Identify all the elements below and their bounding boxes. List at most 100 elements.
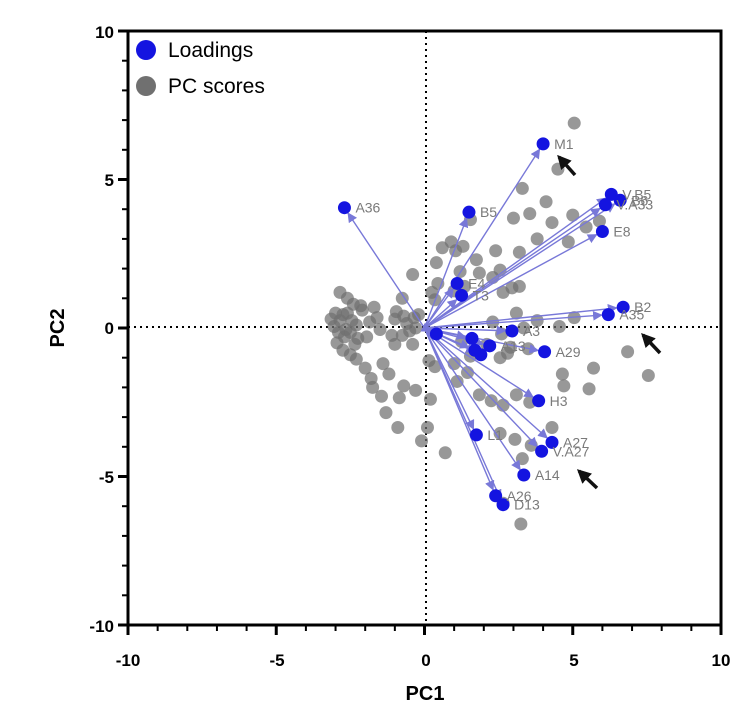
loading-label: V.A33 xyxy=(616,197,653,213)
callout-arrows xyxy=(557,154,662,490)
pc-score-point xyxy=(567,116,581,130)
pc-score-point xyxy=(363,315,377,329)
y-tick-label: 10 xyxy=(95,23,114,42)
pc-score-point xyxy=(514,517,528,531)
loading-point xyxy=(474,348,488,362)
pc-score-point xyxy=(515,181,529,195)
pc-score-point xyxy=(579,220,593,234)
pc-score-point xyxy=(621,345,635,359)
loading-point xyxy=(595,224,609,238)
pc-score-point xyxy=(382,367,396,381)
pc-score-point xyxy=(324,312,338,326)
loading-point xyxy=(538,345,552,359)
pc-score-point xyxy=(392,391,406,405)
callout-arrow xyxy=(557,154,577,177)
pc-score-point xyxy=(545,216,559,230)
loading-label: A13 xyxy=(501,338,526,354)
loading-point xyxy=(517,468,531,482)
loading-point xyxy=(429,327,443,341)
pc-score-point xyxy=(349,352,363,366)
loading-label: L1 xyxy=(487,427,503,443)
pc-score-point xyxy=(509,306,523,320)
pc-score-point xyxy=(395,291,409,305)
loading-label: V.B5 xyxy=(622,186,651,202)
pc-score-point xyxy=(423,392,437,406)
loading-point xyxy=(535,444,549,458)
loading-arrow xyxy=(424,310,603,329)
pc-score-point xyxy=(561,235,575,249)
loading-point xyxy=(505,324,519,338)
pc-score-point xyxy=(512,245,526,259)
pc-score-point xyxy=(486,315,500,329)
loading-label: T3 xyxy=(473,287,490,303)
loading-arrow xyxy=(424,327,548,439)
pc-score-point xyxy=(385,328,399,342)
loading-label: B2 xyxy=(634,299,651,315)
y-tick-label: -10 xyxy=(89,617,114,636)
legend-background xyxy=(130,33,298,103)
loading-label: A35 xyxy=(619,307,644,323)
legend-swatch-loadings xyxy=(136,40,156,60)
pc-score-point xyxy=(641,369,655,383)
minor-ticks xyxy=(122,59,693,631)
pc-scores-layer xyxy=(324,116,655,531)
pc-score-point xyxy=(517,321,531,335)
loading-label: A14 xyxy=(535,467,560,483)
pc-score-point xyxy=(506,211,520,225)
legend-swatch-scores xyxy=(136,76,156,96)
loading-label: H3 xyxy=(550,393,568,409)
legend-label-scores: PC scores xyxy=(168,75,265,98)
pc-score-point xyxy=(472,266,486,280)
pc-score-point xyxy=(557,379,571,393)
pc-score-point xyxy=(551,162,565,176)
loading-arrow xyxy=(423,327,521,471)
pc-score-point xyxy=(456,239,470,253)
pc-score-point xyxy=(339,322,353,336)
pc-score-point xyxy=(450,374,464,388)
pc-score-point xyxy=(587,361,601,375)
loading-point xyxy=(483,339,497,353)
pc-score-point xyxy=(415,434,429,448)
loading-point xyxy=(462,205,476,219)
loading-arrow xyxy=(423,217,469,329)
pc-score-point xyxy=(406,337,420,351)
loading-point xyxy=(601,308,615,322)
loading-point xyxy=(489,489,503,503)
pc-score-point xyxy=(592,214,606,228)
pc-score-point xyxy=(552,320,566,334)
pc-score-point xyxy=(376,357,390,371)
loading-arrow xyxy=(424,327,540,354)
loading-label: A27 xyxy=(563,434,588,450)
pc-score-point xyxy=(375,389,389,403)
pc-score-point xyxy=(566,208,580,222)
pc-score-point xyxy=(496,285,510,299)
legend: Loadings PC scores xyxy=(136,39,265,98)
x-tick-labels: -10 -5 0 5 10 xyxy=(116,651,731,670)
y-tick-label: -5 xyxy=(99,468,114,487)
pc-score-point xyxy=(530,314,544,328)
pc-score-point xyxy=(340,306,354,320)
pc-score-point xyxy=(530,232,544,246)
pc-score-point xyxy=(412,308,426,322)
loading-label: A36 xyxy=(355,200,380,216)
pc-score-point xyxy=(420,420,434,434)
x-tick-label: -5 xyxy=(269,651,284,670)
pc-score-point xyxy=(406,268,420,282)
pc-score-point xyxy=(515,452,529,466)
pc-score-point xyxy=(582,382,596,396)
loading-point xyxy=(496,498,510,512)
loadings-layer xyxy=(337,137,630,512)
x-tick-label: 0 xyxy=(421,651,430,670)
loading-label: E8 xyxy=(613,223,630,239)
loading-point xyxy=(465,331,479,345)
loading-label: B5 xyxy=(480,204,497,220)
x-tick-label: 5 xyxy=(569,651,578,670)
pc-score-point xyxy=(397,379,411,393)
pc-score-point xyxy=(539,195,553,209)
pc-score-point xyxy=(484,394,498,408)
loading-point xyxy=(337,201,351,215)
loading-point xyxy=(536,137,550,151)
loading-label: M1 xyxy=(554,136,574,152)
loading-arrow xyxy=(423,287,454,329)
